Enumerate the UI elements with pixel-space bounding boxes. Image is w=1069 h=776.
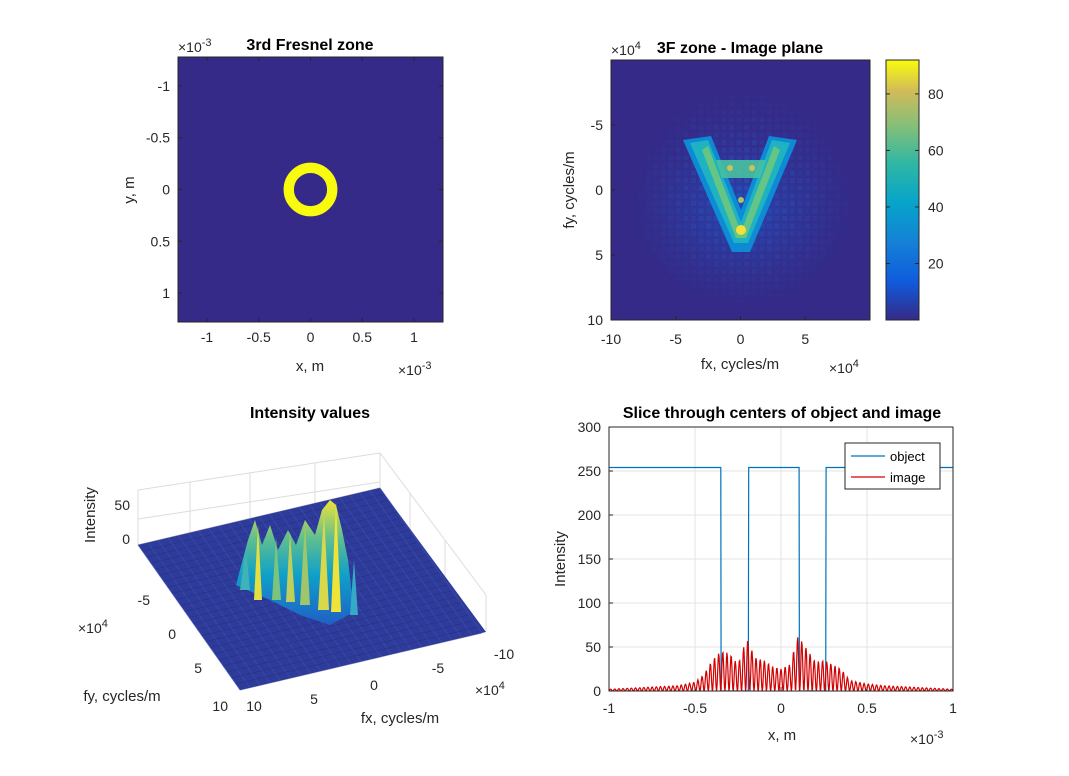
slice-x-exponent: ×10-3 (910, 729, 944, 747)
x-tick-label: 0 (307, 329, 315, 345)
series-object-line (609, 466, 953, 691)
y-tick-label: 150 (578, 551, 602, 567)
colorbar-tick-label: 40 (928, 199, 944, 215)
slice-legend: object image (844, 442, 941, 490)
surface-peaks (236, 500, 358, 625)
image-plane-y-label: fy, cycles/m (561, 151, 578, 228)
surface-title: Intensity values (250, 405, 370, 422)
x-tick-label: -5 (670, 331, 683, 347)
x-tick-label: 5 (310, 691, 318, 707)
image-plane-title: 3F zone - Image plane (657, 40, 823, 57)
surface-z-label: Intensity (82, 487, 99, 543)
y-tick-label: 0 (168, 626, 176, 642)
y-tick-label: 0 (593, 683, 601, 699)
surface-y-label: fy, cycles/m (83, 688, 160, 705)
slice-line-plot: Slice through centers of object and imag… (552, 405, 957, 747)
intensity-surface-plot: Intensity values (78, 405, 514, 727)
image-plane-plot: 3F zone - Image plane -10 -5 0 5 -5 0 5 10 fx,… (561, 40, 944, 376)
y-tick-label: 1 (162, 285, 170, 301)
fresnel-zone-x-label: x, m (296, 358, 324, 375)
fresnel-zone-x-exponent: ×10-3 (398, 360, 432, 378)
y-tick-label: 300 (578, 419, 602, 435)
surface-y-exponent: ×104 (78, 618, 108, 636)
y-tick-label: -5 (138, 592, 151, 608)
x-tick-label: 0 (737, 331, 745, 347)
y-tick-label: 250 (578, 463, 602, 479)
y-tick-label: 5 (194, 660, 202, 676)
fresnel-zone-heatmap (178, 57, 443, 322)
x-tick-label: 0 (370, 677, 378, 693)
x-tick-label: 1 (949, 700, 957, 716)
y-tick-label: -1 (158, 78, 171, 94)
fresnel-ring (283, 162, 338, 217)
legend-image-label: image (890, 470, 925, 485)
image-plane-y-exponent: ×104 (611, 40, 641, 58)
legend-object-label: object (890, 449, 925, 464)
fresnel-zone-y-label: y, m (121, 176, 138, 203)
surface-x-label: fx, cycles/m (361, 710, 439, 727)
y-tick-label: 0 (595, 182, 603, 198)
z-tick-label: 50 (114, 497, 130, 513)
image-plane-x-exponent: ×104 (829, 358, 859, 376)
y-tick-label: 0 (162, 182, 170, 198)
fresnel-zone-y-exponent: ×10-3 (178, 37, 212, 55)
x-tick-label: 0 (777, 700, 785, 716)
surface-x-exponent: ×104 (475, 680, 505, 698)
slice-y-label: Intensity (552, 531, 569, 587)
y-tick-label: 50 (585, 639, 601, 655)
diffraction-ripples (637, 94, 848, 305)
x-tick-label: 1 (410, 329, 418, 345)
x-tick-label: 0.5 (857, 700, 877, 716)
colorbar-tick-label: 80 (928, 86, 944, 102)
fresnel-zone-plot: 3rd Fresnel zone -1 -0.5 0 0.5 1 -1 -0.5 0 0.5 1… (121, 37, 444, 378)
y-tick-label: 0.5 (151, 233, 171, 249)
colorbar (886, 60, 919, 320)
y-tick-label: -0.5 (146, 130, 170, 146)
image-plane-x-label: fx, cycles/m (701, 356, 779, 373)
y-tick-label: -5 (591, 117, 604, 133)
x-tick-label: -1 (201, 329, 214, 345)
x-tick-label: 0.5 (353, 329, 373, 345)
x-tick-label: -5 (432, 660, 445, 676)
z-tick-label: 0 (122, 531, 130, 547)
v-shape-image (683, 136, 797, 252)
x-tick-label: 10 (246, 698, 262, 714)
x-tick-label: -10 (601, 331, 621, 347)
x-tick-label: -10 (494, 646, 514, 662)
y-tick-label: 10 (212, 698, 228, 714)
fresnel-zone-title: 3rd Fresnel zone (246, 37, 373, 54)
x-tick-label: -0.5 (683, 700, 707, 716)
y-tick-label: 100 (578, 595, 602, 611)
x-tick-label: -0.5 (247, 329, 271, 345)
x-tick-label: 5 (801, 331, 809, 347)
slice-x-label: x, m (768, 727, 796, 744)
colorbar-tick-label: 60 (928, 142, 944, 158)
y-tick-label: 10 (587, 312, 603, 328)
y-tick-label: 5 (595, 247, 603, 263)
colorbar-tick-label: 20 (928, 255, 944, 271)
y-tick-label: 200 (578, 507, 602, 523)
x-tick-label: -1 (603, 700, 616, 716)
slice-title: Slice through centers of object and imag… (623, 405, 941, 422)
surface-box (137, 452, 487, 632)
